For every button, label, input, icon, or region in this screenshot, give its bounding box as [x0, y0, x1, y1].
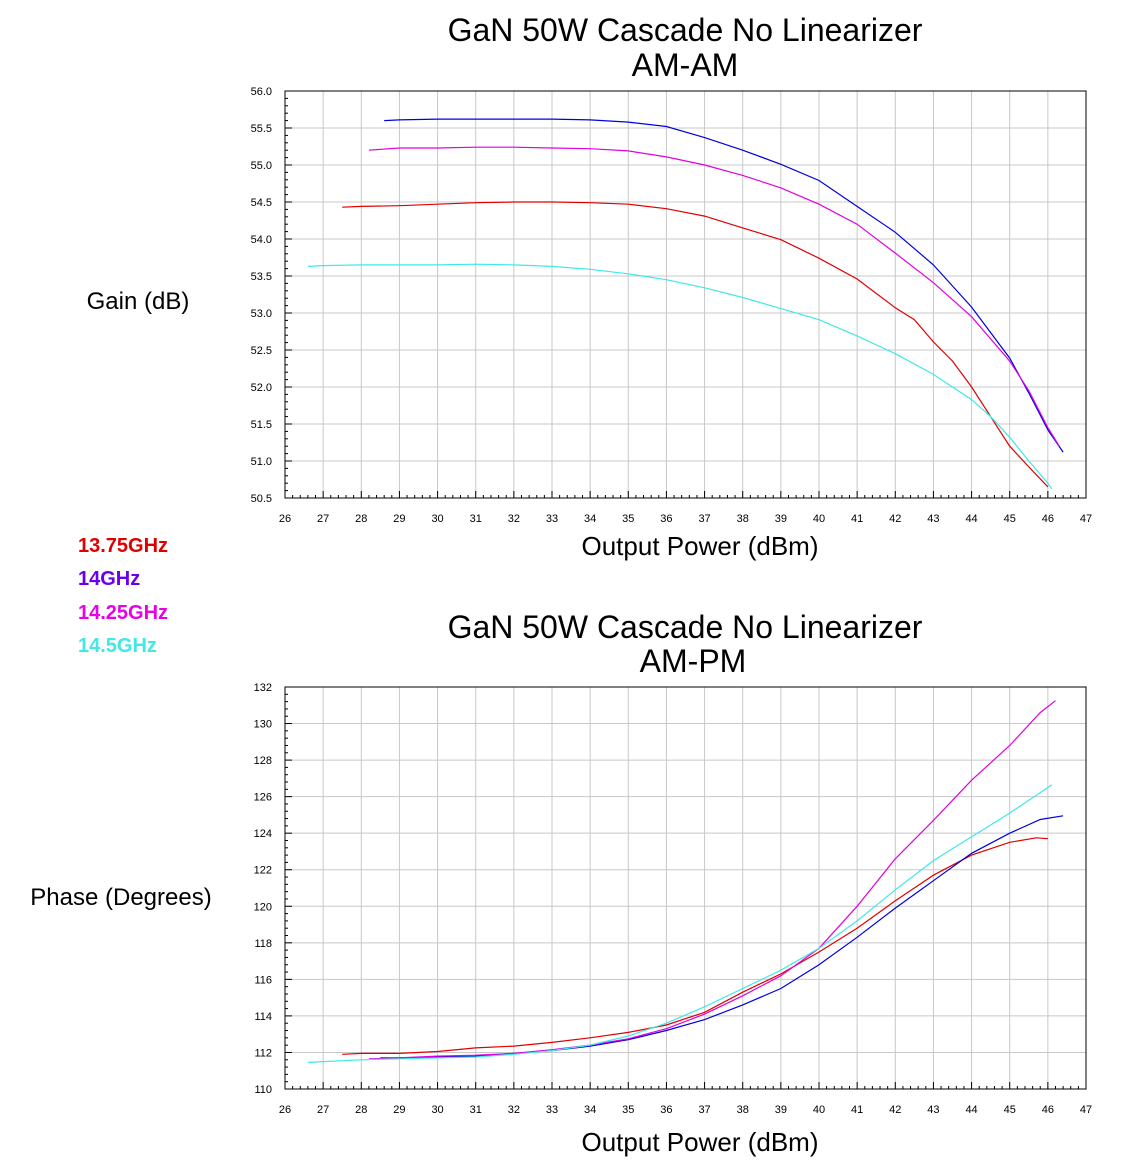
legend-entry-14ghz: 14GHz [78, 568, 141, 590]
chart2-x-tick-label: 26 [279, 1104, 291, 1116]
chart1-plot-area: 26 27 28 29 30 31 32 33 34 35 36 37 38 39 40 41 42 43 44 45… [251, 86, 1093, 525]
chart2-y-tick-label: 112 [254, 1047, 272, 1059]
chart1-x-tick-label: 45 [1004, 513, 1016, 525]
chart1-x-tick-label: 35 [622, 513, 634, 525]
chart2-y-tick-label: 124 [254, 828, 272, 840]
chart2-frame [284, 686, 1087, 1090]
chart2-y-tick-label: 128 [254, 755, 272, 767]
chart2-x-tick-label: 40 [813, 1104, 825, 1116]
chart1-x-axis-label: Output Power (dBm) [582, 531, 819, 561]
chart1-x-tick-label: 37 [698, 513, 710, 525]
chart2-x-tick-label: 38 [737, 1104, 749, 1116]
chart1-x-tick-label: 46 [1042, 513, 1054, 525]
chart1-x-tick-label: 41 [851, 513, 863, 525]
legend-entry-14-5ghz: 14.5GHz [78, 635, 157, 657]
chart1-x-tick-label: 30 [431, 513, 443, 525]
legend-entry-13-75ghz: 13.75GHz [78, 535, 169, 557]
chart1-x-tick-label: 43 [927, 513, 939, 525]
chart1-y-tick-label: 54.5 [251, 197, 272, 209]
chart1-x-tick-label: 29 [393, 513, 405, 525]
chart2-x-tick-label: 47 [1080, 1104, 1092, 1116]
chart1-y-tick-label: 53.0 [251, 308, 272, 320]
chart1-y-tick-label: 51.0 [251, 456, 272, 468]
chart1-y-tick-label: 51.5 [251, 419, 272, 431]
chart2-x-tick-label: 44 [965, 1104, 977, 1116]
chart1-y-tick-label: 55.5 [251, 123, 272, 135]
chart2-x-tick-label: 36 [660, 1104, 672, 1116]
chart1-x-tick-label: 36 [660, 513, 672, 525]
chart2-x-tick-label: 27 [317, 1104, 329, 1116]
chart2-x-tick-label: 33 [546, 1104, 558, 1116]
chart2-title: GaN 50W Cascade No Linearizer [448, 609, 923, 645]
chart2-series-14ghz [380, 815, 1064, 1059]
chart1-title: GaN 50W Cascade No Linearizer [448, 12, 923, 48]
chart2-x-tick-label: 31 [470, 1104, 482, 1116]
chart1-x-tick-label: 40 [813, 513, 825, 525]
chart1-x-tick-label: 44 [965, 513, 977, 525]
chart2-series-14-5ghz [307, 784, 1053, 1064]
chart2-y-tick-label: 126 [254, 792, 272, 804]
chart1-y-tick-label: 55.0 [251, 160, 272, 172]
chart1-y-tick-label: 53.5 [251, 271, 272, 283]
chart2-series-14-25ghz [368, 700, 1056, 1060]
chart2-x-tick-label: 29 [393, 1104, 405, 1116]
chart1-y-tick-label: 52.0 [251, 382, 272, 394]
chart1-frame [284, 90, 1087, 499]
chart1-x-tick-label: 32 [508, 513, 520, 525]
chart1-x-tick-label: 26 [279, 513, 291, 525]
chart2-plot-area: 26 27 28 29 30 31 32 33 34 35 36 37 38 39 40 41 42 43 44 45… [254, 682, 1092, 1116]
chart1-y-tick-label: 56.0 [251, 86, 272, 98]
chart2-y-tick-label: 118 [254, 938, 272, 950]
chart1-y-tick-label: 54.0 [251, 234, 272, 246]
chart2-y-tick-label: 132 [254, 682, 272, 694]
chart1-x-tick-label: 31 [470, 513, 482, 525]
chart1-x-tick-label: 27 [317, 513, 329, 525]
chart1-x-tick-label: 33 [546, 513, 558, 525]
chart1-x-tick-label: 42 [889, 513, 901, 525]
chart2-x-tick-label: 42 [889, 1104, 901, 1116]
chart2-y-tick-label: 114 [254, 1011, 272, 1023]
chart1-x-tick-label: 47 [1080, 513, 1092, 525]
chart1-series-14ghz [384, 118, 1064, 453]
chart2-x-tick-label: 39 [775, 1104, 787, 1116]
chart2-x-tick-label: 45 [1004, 1104, 1016, 1116]
chart2-y-tick-label: 110 [254, 1084, 272, 1096]
chart2-x-tick-label: 43 [927, 1104, 939, 1116]
chart2-y-axis-label: Phase (Degrees) [30, 884, 211, 911]
chart1-y-tick-label: 52.5 [251, 345, 272, 357]
chart2-subtitle: AM-PM [640, 643, 747, 679]
chart2-y-tick-label: 116 [254, 974, 272, 986]
chart2-x-tick-label: 30 [431, 1104, 443, 1116]
chart1-subtitle: AM-AM [632, 47, 739, 83]
chart1-x-tick-label: 39 [775, 513, 787, 525]
chart1-series-14-25ghz [368, 146, 1060, 447]
legend-entry-14-25ghz: 14.25GHz [78, 602, 169, 624]
chart2-x-axis-label: Output Power (dBm) [582, 1127, 819, 1157]
chart2-x-tick-label: 46 [1042, 1104, 1054, 1116]
chart1-y-tick-label: 50.5 [251, 493, 272, 505]
chart2-y-tick-label: 122 [254, 865, 272, 877]
chart1-x-tick-label: 38 [737, 513, 749, 525]
chart1-y-axis-label: Gain (dB) [87, 288, 190, 315]
chart1-series-13-75ghz [342, 201, 1049, 488]
chart2-x-tick-label: 34 [584, 1104, 596, 1116]
chart2-x-tick-label: 41 [851, 1104, 863, 1116]
chart1-x-tick-label: 34 [584, 513, 596, 525]
chart2-x-tick-label: 35 [622, 1104, 634, 1116]
chart1-x-tick-label: 28 [355, 513, 367, 525]
chart1-series-14-5ghz [307, 263, 1053, 490]
chart2-x-tick-label: 32 [508, 1104, 520, 1116]
chart2-y-tick-label: 120 [254, 901, 272, 913]
chart2-y-tick-label: 130 [254, 719, 272, 731]
chart2-x-tick-label: 37 [698, 1104, 710, 1116]
chart2-x-tick-label: 28 [355, 1104, 367, 1116]
